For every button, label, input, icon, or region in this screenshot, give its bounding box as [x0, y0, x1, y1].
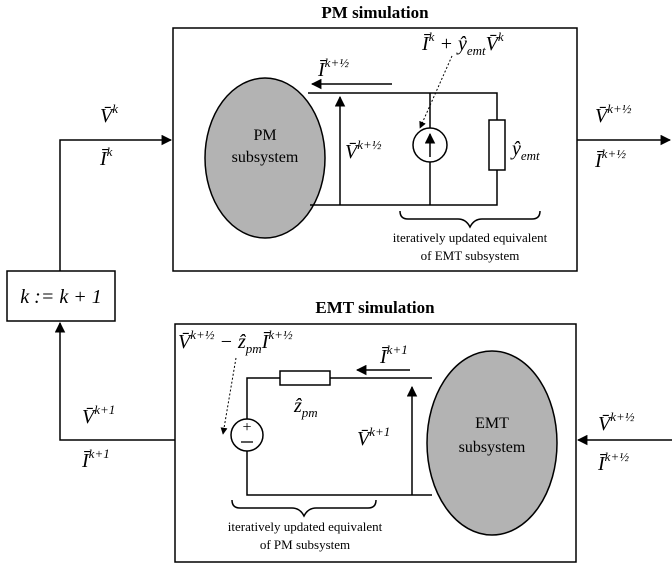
superscript: k+½ — [268, 327, 293, 342]
emt-subsystem: EMT — [475, 415, 509, 432]
subscript: pm — [301, 405, 318, 420]
superscript: k — [429, 29, 435, 44]
pm-ellipse — [204, 77, 326, 239]
symbol: V̄ — [345, 141, 360, 163]
superscript: k+½ — [607, 101, 632, 116]
superscript: k+1 — [369, 424, 390, 439]
math-label: Īk — [99, 144, 113, 170]
symbol: Ī — [81, 450, 91, 472]
emt-subsystem: subsystem — [459, 439, 526, 456]
symbol: + ŷ — [434, 33, 466, 55]
superscript: k+½ — [602, 146, 627, 161]
math-label: Īk+½ — [317, 55, 349, 81]
emt-title: EMT simulation — [315, 298, 435, 317]
symbol: Ī — [597, 453, 607, 475]
brace — [399, 210, 541, 229]
math-label: V̄k+1 — [82, 402, 115, 428]
emt-ellipse — [426, 350, 558, 536]
superscript: k — [498, 29, 504, 44]
counter-box — [6, 270, 116, 322]
emt-note: iteratively updated equivalent — [228, 519, 383, 534]
symbol: Ī — [421, 33, 431, 55]
impedance — [279, 370, 331, 386]
symbol: V̄ — [178, 331, 193, 353]
superscript: k+½ — [357, 137, 382, 152]
symbol: Ī — [99, 148, 109, 170]
symbol: Ī — [261, 331, 271, 353]
superscript: k+1 — [387, 342, 408, 357]
pm-subsystem: PM — [253, 127, 276, 144]
symbol: V̄ — [82, 406, 97, 428]
superscript: k+½ — [190, 327, 215, 342]
math-label: V̄k — [100, 101, 118, 127]
emt-wires — [246, 377, 432, 496]
superscript: k+½ — [325, 55, 350, 70]
math-label: V̄k+½ − ẑpmĪk+½ — [178, 327, 293, 356]
symbol: V̄ — [598, 413, 613, 435]
emt-note: of PM subsystem — [260, 537, 350, 552]
symbol: ŷ — [510, 138, 521, 160]
voltage-source — [230, 418, 264, 452]
subscript: pm — [245, 341, 262, 356]
math-label: ẑpm — [293, 395, 318, 420]
pm-box — [172, 27, 578, 272]
symbol: − ẑ — [215, 331, 246, 353]
emt-box — [174, 323, 577, 563]
plus: + — [242, 419, 251, 436]
superscript: k+1 — [89, 446, 110, 461]
pm-note: of EMT subsystem — [421, 248, 520, 263]
symbol: V̄ — [595, 105, 610, 127]
pm-input — [59, 134, 173, 271]
math-label: V̄k+½ — [598, 409, 635, 435]
math-label: ŷemt — [510, 138, 540, 163]
brace — [231, 499, 377, 518]
pm-subsystem: subsystem — [232, 149, 299, 166]
math-label: V̄k+½ — [595, 101, 632, 127]
math-label: V̄k+½ — [345, 137, 382, 163]
math-label: Īk + ŷemtV̄k — [421, 29, 504, 58]
symbol: ẑ — [293, 395, 302, 417]
counter: k := k + 1 — [20, 286, 101, 308]
math-label: Īk+½ — [597, 449, 629, 475]
symbol: Ī — [317, 59, 327, 81]
math-label: Īk+1 — [81, 446, 110, 472]
symbol: Ī — [379, 346, 389, 368]
superscript: k+½ — [610, 409, 635, 424]
superscript: k+1 — [94, 402, 115, 417]
superscript: k — [112, 101, 118, 116]
subscript: emt — [467, 43, 486, 58]
superscript: k — [107, 144, 113, 159]
math-label: Īk+1 — [379, 342, 408, 368]
subscript: emt — [521, 148, 540, 163]
pm-note: iteratively updated equivalent — [393, 230, 548, 245]
pointer — [220, 357, 237, 435]
symbol: Ī — [594, 150, 604, 172]
current-source — [412, 127, 448, 163]
admittance — [488, 119, 506, 171]
math-label: V̄k+1 — [357, 424, 390, 450]
symbol: V̄ — [486, 33, 501, 55]
superscript: k+½ — [605, 449, 630, 464]
pm-wires — [308, 92, 498, 206]
pm-title: PM simulation — [321, 3, 429, 22]
emt-output — [54, 321, 175, 441]
symbol: V̄ — [100, 105, 115, 127]
math-label: Īk+½ — [594, 146, 626, 172]
symbol: V̄ — [357, 428, 372, 450]
pointer — [419, 55, 453, 129]
